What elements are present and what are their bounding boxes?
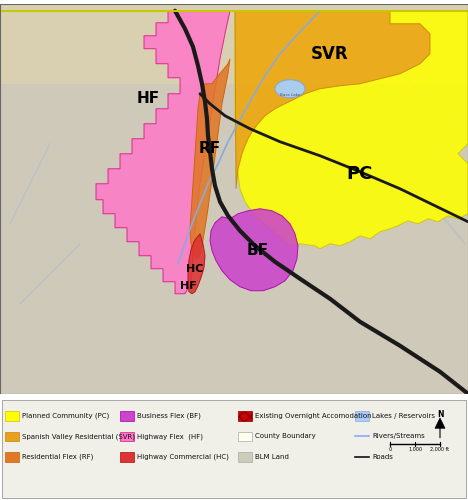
Text: HC: HC bbox=[186, 264, 204, 274]
Text: Lakes / Reservoirs: Lakes / Reservoirs bbox=[372, 413, 435, 419]
Text: 2,000 ft: 2,000 ft bbox=[431, 447, 450, 452]
Bar bbox=[5, 412, 19, 420]
Polygon shape bbox=[188, 234, 205, 294]
Text: Highway Commercial (HC): Highway Commercial (HC) bbox=[137, 454, 229, 460]
Text: 0: 0 bbox=[388, 447, 392, 452]
Bar bbox=[238, 412, 252, 420]
Text: RF: RF bbox=[199, 141, 221, 156]
Bar bbox=[238, 432, 252, 441]
Bar bbox=[238, 452, 252, 462]
Text: HF: HF bbox=[137, 92, 160, 106]
Text: Rivers/Streams: Rivers/Streams bbox=[372, 434, 425, 440]
Text: Roads: Roads bbox=[372, 454, 393, 460]
Bar bbox=[120, 432, 134, 441]
Text: Business Flex (BF): Business Flex (BF) bbox=[137, 412, 201, 419]
Polygon shape bbox=[435, 418, 445, 428]
Text: HF: HF bbox=[180, 281, 197, 291]
Polygon shape bbox=[210, 209, 298, 291]
Ellipse shape bbox=[275, 80, 305, 98]
Text: Existing Overnight Accomodation: Existing Overnight Accomodation bbox=[255, 413, 372, 419]
Text: Highway Flex  (HF): Highway Flex (HF) bbox=[137, 433, 203, 440]
Bar bbox=[120, 412, 134, 420]
Bar bbox=[0, 4, 468, 84]
Bar bbox=[5, 452, 19, 462]
Text: SVR: SVR bbox=[311, 45, 349, 63]
Text: BF: BF bbox=[247, 244, 269, 258]
Text: Planned Community (PC): Planned Community (PC) bbox=[22, 412, 109, 419]
Text: PC: PC bbox=[347, 165, 373, 182]
Text: Spanish Valley Residential (SVR): Spanish Valley Residential (SVR) bbox=[22, 433, 135, 440]
Text: County Boundary: County Boundary bbox=[255, 434, 316, 440]
Text: Residential Flex (RF): Residential Flex (RF) bbox=[22, 454, 94, 460]
Text: BLM Land: BLM Land bbox=[255, 454, 289, 460]
Text: N: N bbox=[437, 410, 443, 420]
Polygon shape bbox=[235, 11, 430, 188]
Polygon shape bbox=[190, 59, 230, 259]
Polygon shape bbox=[96, 11, 230, 294]
Bar bbox=[355, 412, 369, 420]
Text: Bass Lake: Bass Lake bbox=[280, 93, 300, 97]
Bar bbox=[120, 452, 134, 462]
Polygon shape bbox=[235, 11, 468, 249]
Bar bbox=[5, 432, 19, 441]
Text: 1,000: 1,000 bbox=[408, 447, 422, 452]
